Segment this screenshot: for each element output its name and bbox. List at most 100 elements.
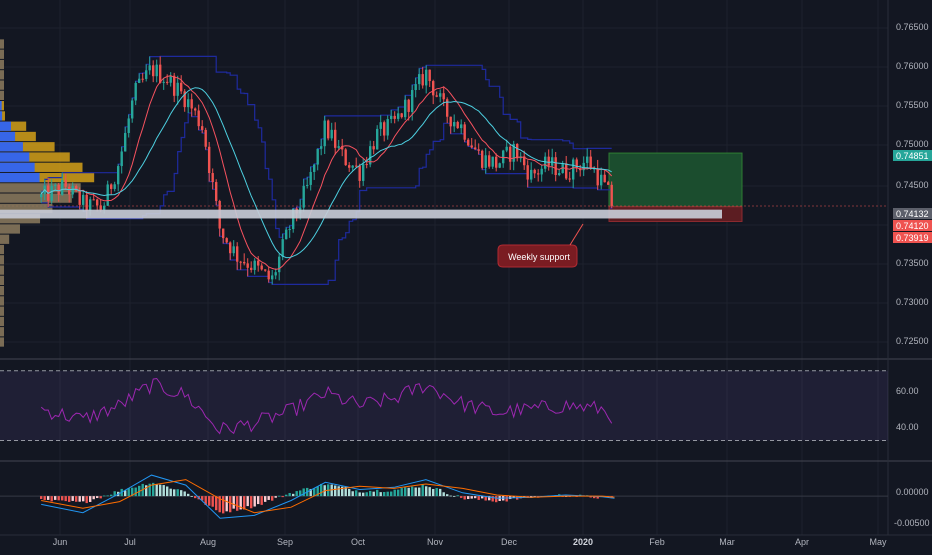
profile-bar-inner: [0, 162, 35, 172]
macd-histogram-bar: [43, 496, 46, 501]
target-price-label: 0.74851: [896, 151, 929, 161]
macd-axis[interactable]: 0.00000 -0.00500: [894, 487, 930, 528]
macd-histogram-bar: [71, 496, 74, 501]
candle-down: [575, 159, 578, 169]
candle-down: [589, 156, 592, 169]
profile-bar: [0, 39, 4, 49]
macd-histogram-bar: [267, 496, 270, 500]
price-tick: 0.76500: [896, 22, 929, 32]
profile-bar: [0, 327, 4, 337]
macd-histogram-bar: [313, 488, 316, 497]
rsi-axis[interactable]: 60.00 40.00: [896, 386, 919, 432]
time-tick: May: [869, 537, 887, 547]
candle-down: [159, 64, 162, 83]
macd-histogram-bar: [470, 496, 473, 499]
macd-histogram-bar: [442, 492, 445, 497]
signal-line: [41, 479, 615, 514]
stop-price-label: 0.73919: [896, 233, 929, 243]
time-tick: Dec: [501, 537, 518, 547]
macd-histogram-bar: [393, 489, 396, 497]
profile-bar-inner: [0, 152, 30, 162]
candle-up: [278, 256, 281, 273]
candle-down: [421, 74, 424, 86]
candle-up: [376, 128, 379, 150]
macd-histogram-bar: [491, 496, 494, 502]
macd-pane[interactable]: [0, 474, 888, 519]
macd-histogram-bar: [239, 496, 242, 510]
price-axis[interactable]: 0.76500 0.76000 0.75500 0.75000 0.74500 …: [893, 22, 932, 346]
candle-up: [187, 99, 190, 108]
macd-histogram-bar: [477, 496, 480, 500]
candle-down: [607, 182, 610, 185]
candle-down: [547, 156, 550, 166]
macd-histogram-bar: [173, 489, 176, 497]
macd-histogram-bar: [85, 496, 88, 504]
candle-up: [505, 146, 508, 151]
volume-profile: [0, 39, 95, 347]
macd-histogram-bar: [103, 495, 106, 497]
candle-up: [285, 229, 288, 240]
candle-down: [407, 99, 410, 112]
macd-histogram-bar: [425, 486, 428, 497]
profile-bar: [0, 131, 36, 142]
candle-down: [477, 149, 480, 151]
macd-histogram-bar: [379, 492, 382, 497]
candle-down: [344, 149, 347, 166]
candle-up: [281, 239, 284, 257]
candlestick-series: [40, 56, 613, 285]
time-tick: Sep: [277, 537, 293, 547]
candle-down: [236, 246, 239, 262]
macd-histogram-bar: [358, 492, 361, 497]
macd-histogram-bar: [89, 496, 92, 502]
candle-up: [232, 246, 235, 254]
macd-histogram-bar: [596, 496, 599, 499]
macd-histogram-bar: [190, 496, 193, 497]
profile-bar: [0, 49, 4, 59]
candle-up: [544, 156, 547, 169]
macd-histogram-bar: [274, 496, 277, 498]
candle-down: [596, 168, 599, 186]
macd-histogram-bar: [428, 487, 431, 497]
profile-bar: [0, 70, 4, 80]
candle-down: [495, 156, 498, 168]
macd-histogram-bar: [439, 488, 442, 497]
macd-histogram-bar: [50, 496, 53, 502]
candle-up: [572, 159, 575, 180]
time-axis[interactable]: Jun Jul Aug Sep Oct Nov Dec 2020 Feb Mar…: [53, 537, 887, 547]
candle-down: [523, 156, 526, 166]
weekly-support-callout[interactable]: Weekly support: [497, 223, 584, 268]
candle-up: [558, 173, 561, 176]
macd-histogram-bar: [355, 490, 358, 497]
macd-histogram-bar: [460, 496, 463, 498]
candle-down: [225, 238, 228, 243]
candle-down: [467, 139, 470, 146]
macd-histogram-bar: [334, 485, 337, 497]
macd-histogram-bar: [110, 494, 113, 497]
candle-up: [316, 148, 319, 165]
profile-bar: [0, 337, 4, 347]
candle-down: [152, 65, 155, 77]
candle-down: [75, 186, 78, 191]
candle-down: [568, 178, 571, 180]
macd-histogram-bar: [337, 486, 340, 497]
profile-bar: [0, 90, 4, 101]
candle-up: [148, 65, 151, 71]
candle-down: [257, 260, 260, 266]
candle-up: [530, 169, 533, 180]
macd-histogram-bar: [449, 495, 452, 497]
macd-histogram-bar: [390, 491, 393, 497]
macd-histogram-bar: [407, 487, 410, 497]
rsi-pane[interactable]: [0, 370, 888, 442]
candle-down: [565, 163, 568, 179]
profile-bar: [0, 265, 4, 275]
macd-histogram-bar: [446, 494, 449, 497]
candle-down: [383, 122, 386, 136]
candle-up: [411, 90, 414, 112]
weekly-support-zone[interactable]: [0, 209, 722, 219]
profile-bar: [0, 183, 81, 193]
macd-histogram-bar: [106, 495, 109, 497]
macd-histogram-bar: [148, 483, 151, 497]
macd-histogram-bar: [418, 487, 421, 497]
